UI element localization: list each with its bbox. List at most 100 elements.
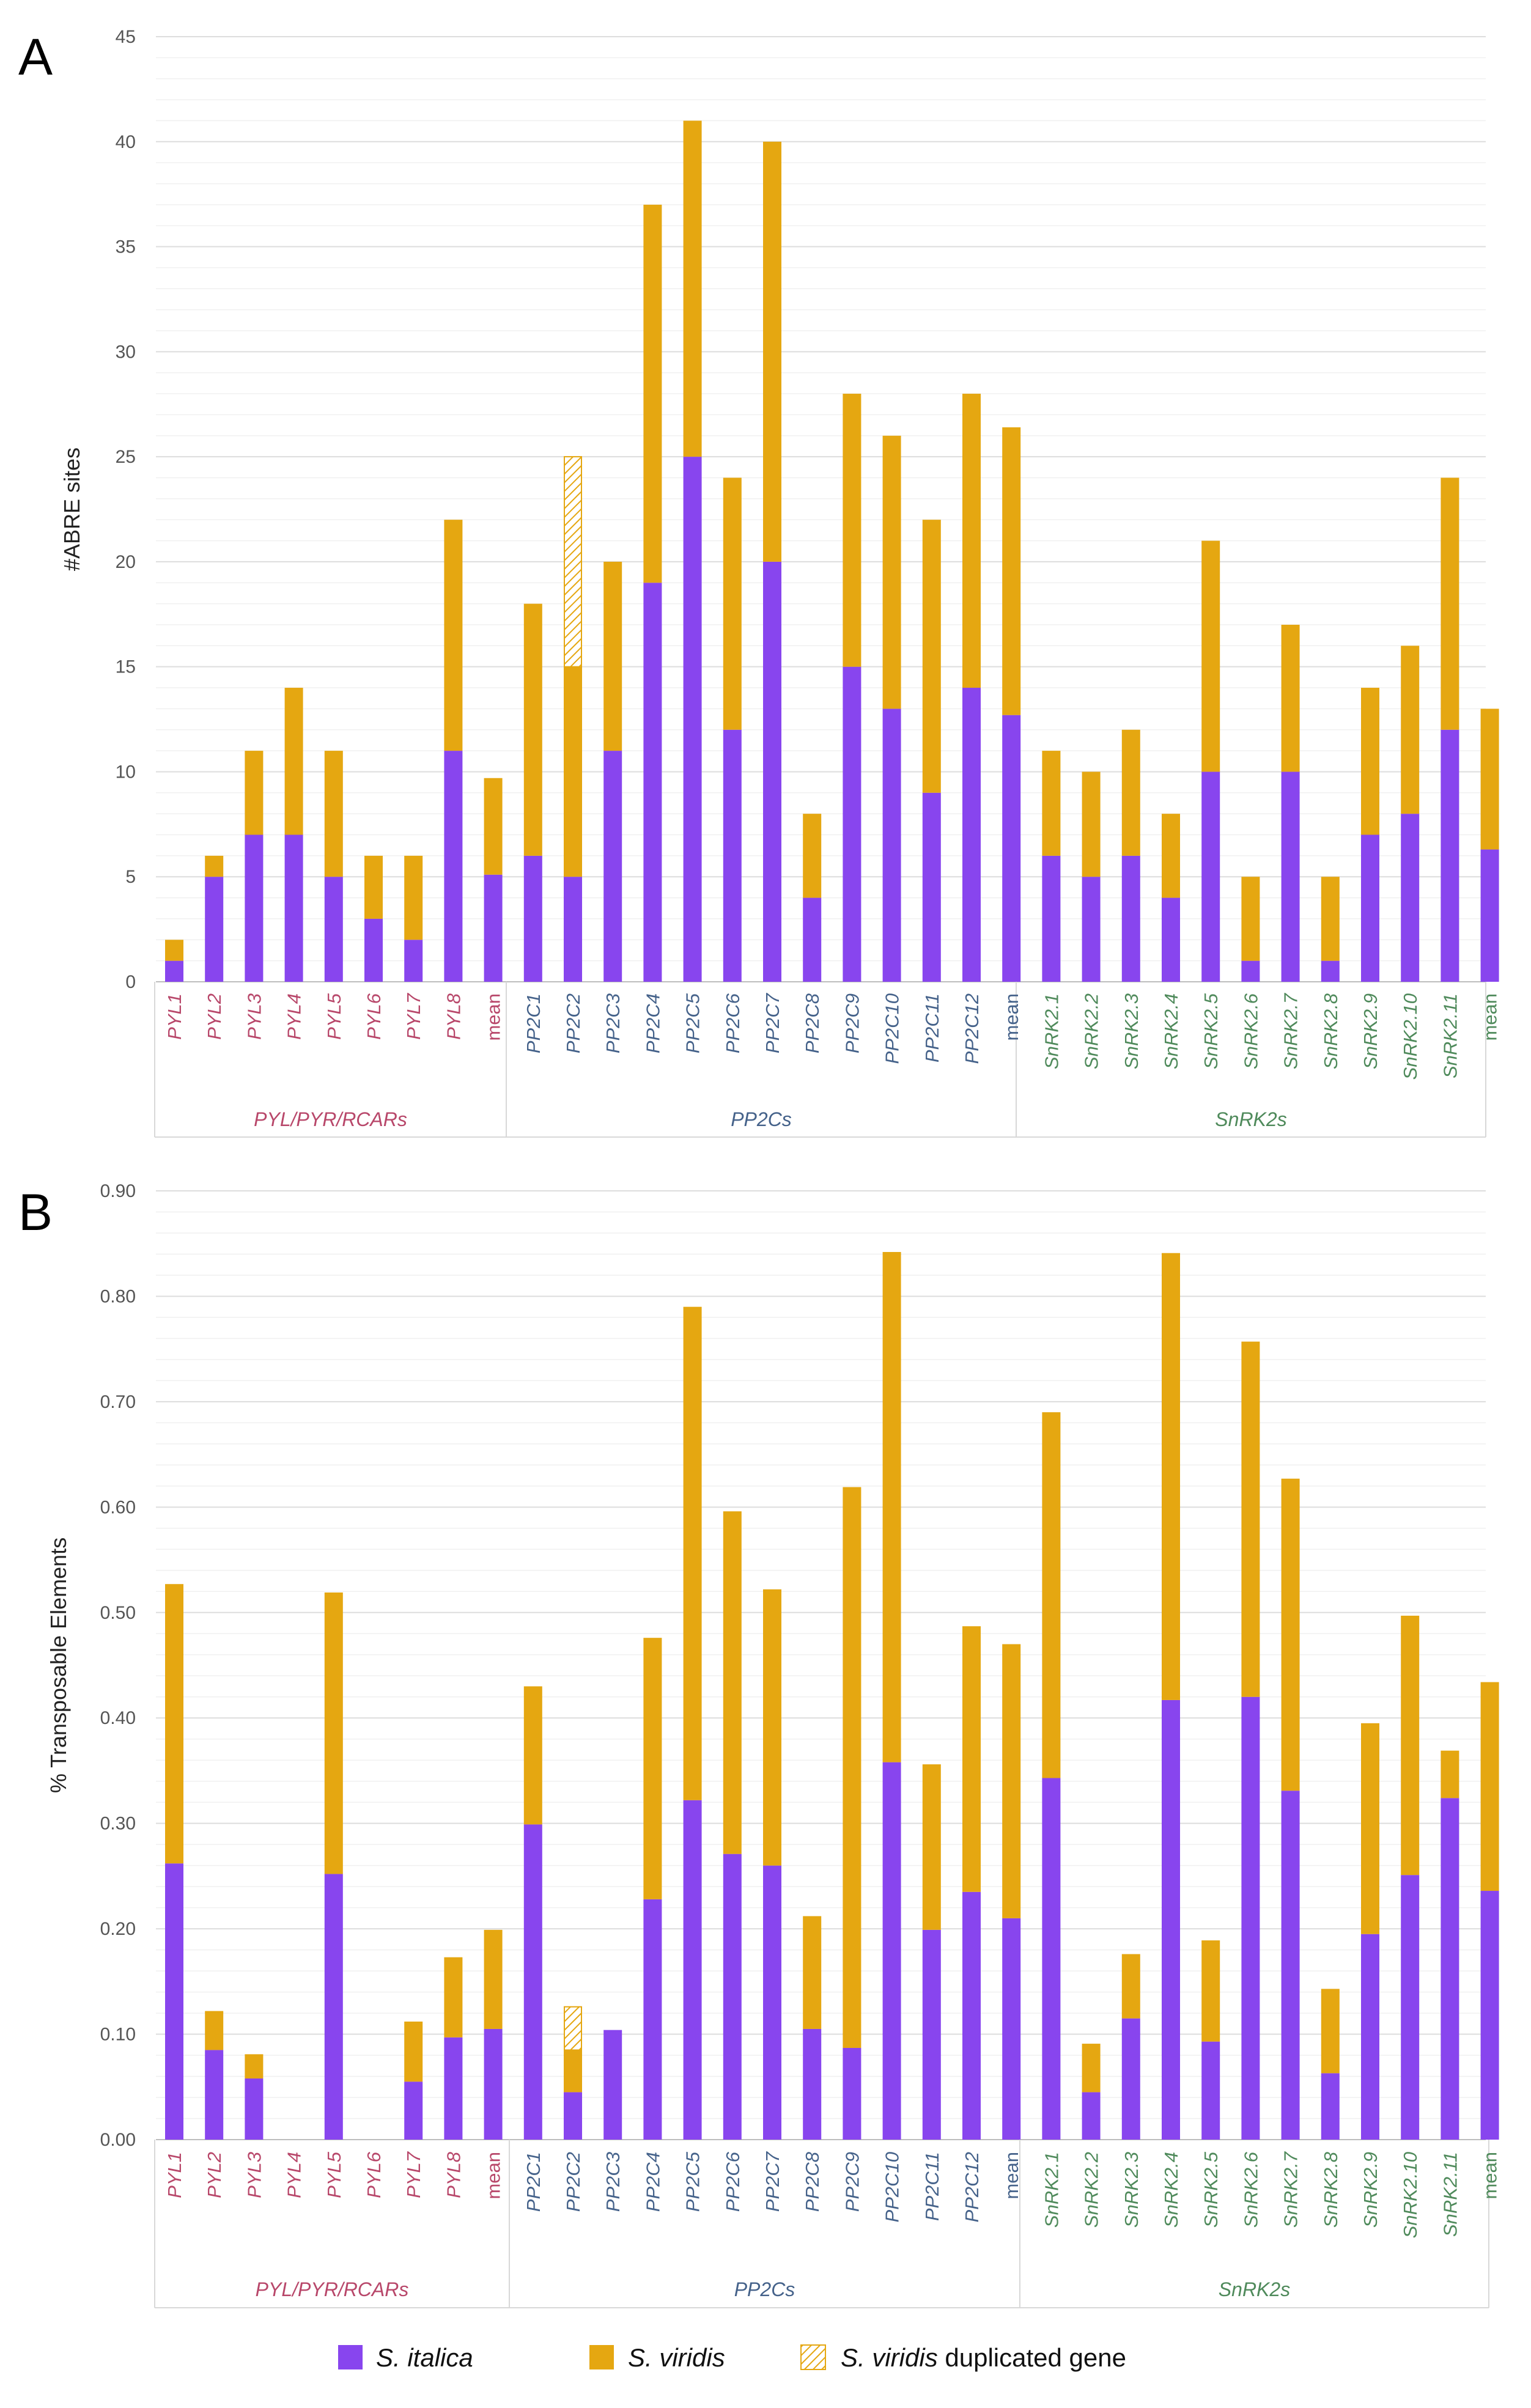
panel-a-bar-s-viridis-pp2c-pp2c3 [603,561,622,751]
panel-a-bar-s-italica-pp2c-pp2c12 [962,688,981,982]
panel-a-bar-s-italica-pyl-pyl8 [444,751,463,982]
panel-a-bar-s-italica-pp2c-pp2c5 [683,457,702,982]
panel-a-bar-s-viridis-snrk-snrk2-11 [1441,477,1459,730]
panel-a-ytick-label: 30 [116,342,136,362]
panel-b-bar-s-italica-snrk-snrk2-10 [1401,1875,1420,2140]
panel-b-category-label-snrk-snrk2-5: SnRK2.5 [1200,2151,1222,2228]
panel-b-ytick-label: 0.10 [100,2025,136,2045]
panel-a-category-label-pp2c-pp2c2: PP2C2 [563,993,584,1053]
panel-b-bar-s-italica-pp2c-pp2c9 [843,2047,861,2140]
panel-a-category-label-pp2c-pp2c4: PP2C4 [642,993,663,1053]
panel-b-category-label-snrk-snrk2-9: SnRK2.9 [1360,2152,1381,2228]
panel-a-category-label-pyl-pyl2: PYL2 [204,993,225,1040]
panel-a-bar-s-viridis-pyl-pyl2 [205,855,224,877]
panel-a-category-label-pp2c-pp2c5: PP2C5 [682,993,704,1053]
panel-a-category-label-pyl-pyl5: PYL5 [323,993,345,1040]
panel-b-bar-s-italica-pyl-pyl1 [165,1863,183,2140]
panel-a-bar-s-italica-snrk-snrk2-10 [1401,814,1420,982]
panel-b-bar-s-viridis-pyl-mean [484,1929,503,2029]
panel-a-bar-s-italica-pp2c-pp2c1 [523,855,542,982]
panel-a-bar-s-italica-pyl-pyl6 [364,918,383,982]
panel-b-bar-s-viridis-pp2c-pp2c12 [962,1626,981,1892]
panel-a-bar-s-viridis-pp2c-pp2c6 [723,477,742,730]
panel-a-category-label-snrk-snrk2-9: SnRK2.9 [1360,993,1381,1069]
panel-a-category-label-snrk-snrk2-3: SnRK2.3 [1121,993,1142,1069]
panel-b-ytick-label: 0.70 [100,1392,136,1412]
panel-b-bar-s-viridis-pyl-pyl5 [324,1592,343,1874]
panel-b-bar-s-viridis-snrk-snrk2-9 [1361,1723,1379,1934]
panel-b-bar-s-viridis-pyl-pyl3 [245,2054,264,2078]
panel-a-bar-s-italica-pp2c-pp2c8 [803,897,822,982]
panel-b-bar-s-italica-pp2c-pp2c12 [962,1891,981,2140]
panel-b-bar-s-viridis-pyl-pyl1 [165,1584,183,1864]
panel-b-category-label-pp2c-pp2c8: PP2C8 [802,2151,823,2212]
panel-a-bar-s-italica-pp2c-pp2c6 [723,729,742,982]
panel-b-bar-s-viridis-pp2c-pp2c5 [683,1306,702,1800]
panel-a-ytick-label: 20 [116,552,136,572]
legend: S. italica S. viridis S. viridis duplica… [338,2343,1126,2372]
panel-b-bar-s-italica-pyl-pyl3 [245,2078,264,2140]
panel-a-bar-s-italica-pp2c-pp2c2 [564,877,582,982]
panel-b-bar-s-italica-snrk-snrk2-3 [1121,2018,1140,2140]
panel-a-bar-s-viridis-pyl-pyl4 [284,688,303,835]
panel-a-bar-s-viridis-snrk-snrk2-6 [1241,877,1260,961]
panel-a-category-label-snrk-snrk2-4: SnRK2.4 [1160,993,1182,1069]
panel-a-bar-s-italica-pp2c-mean [1002,715,1021,982]
panel-a-bar-s-italica-pp2c-pp2c11 [922,792,941,982]
panel-a-category-label-snrk-mean: mean [1480,993,1501,1041]
legend-label-s-viridis: S. viridis [628,2343,725,2372]
panel-b-category-label-snrk-snrk2-11: SnRK2.11 [1439,2152,1461,2237]
panel-a-category-label-pyl-pyl4: PYL4 [284,993,305,1040]
panel-b-category-label-pp2c-pp2c11: PP2C11 [921,2152,943,2221]
panel-b-group-label-snrk: SnRK2s [1219,2278,1290,2300]
panel-b-category-label-pyl-pyl7: PYL7 [403,2151,424,2198]
panel-a-bar-s-viridis-snrk-snrk2-9 [1361,688,1379,835]
panel-a-bar-s-italica-pyl-pyl5 [324,877,343,982]
panel-b-bar-s-viridis-pp2c-pp2c7 [763,1589,781,1866]
panel-a-bar-s-italica-pp2c-pp2c4 [643,583,662,982]
panel-b-category-label-pp2c-pp2c5: PP2C5 [682,2151,704,2212]
panel-a-bar-s-italica-snrk-snrk2-1 [1042,855,1061,982]
panel-b-bar-s-viridis-pp2c-mean [1002,1644,1021,1918]
panel-a-bar-s-viridis-snrk-snrk2-1 [1042,751,1061,856]
legend-label-duplicated: S. viridis duplicated gene [841,2343,1126,2372]
panel-b-category-label-pp2c-pp2c10: PP2C10 [882,2152,903,2222]
panel-b-category-label-snrk-snrk2-4: SnRK2.4 [1160,2152,1182,2228]
panel-a-bar-s-italica-pp2c-pp2c9 [843,666,861,982]
panel-b-bar-s-italica-pp2c-pp2c3 [603,2030,622,2140]
panel-a-bar-s-italica-pp2c-pp2c10 [882,709,901,982]
panel-b-ytick-label: 0.40 [100,1708,136,1728]
panel-a-bar-s-viridis-snrk-snrk2-5 [1201,540,1220,772]
panel-b-bar-s-italica-snrk-snrk2-7 [1281,1791,1300,2140]
panel-b-bar-s-italica-pyl-pyl2 [205,2050,224,2140]
panel-a-bar-s-viridis-snrk-snrk2-2 [1082,771,1101,877]
panel-a-category-label-pp2c-mean: mean [1001,993,1022,1041]
panel-b-category-label-snrk-snrk2-10: SnRK2.10 [1400,2152,1421,2238]
panel-b-bar-s-viridis-pp2c-pp2c10 [882,1252,901,1762]
panel-b-bar-s-viridis-pp2c-pp2c9 [843,1487,861,2048]
panel-a-group-label-snrk: SnRK2s [1215,1108,1286,1130]
panel-a-bar-s-viridis-pp2c-pp2c2 [564,666,582,877]
panel-a-category-label-pp2c-pp2c9: PP2C9 [841,993,863,1053]
panel-b-category-label-pp2c-mean: mean [1001,2152,1022,2200]
panel-a-category-label-snrk-snrk2-10: SnRK2.10 [1400,993,1421,1080]
panel-b-category-label-pyl-mean: mean [483,2152,504,2200]
panel-b-letter: B [18,1184,53,1241]
panel-a-category-label-snrk-snrk2-5: SnRK2.5 [1200,993,1222,1069]
panel-b-ytick-label: 0.90 [100,1181,136,1201]
panel-b-bar-s-italica-pyl-mean [484,2028,503,2140]
panel-a-category-label-pp2c-pp2c7: PP2C7 [762,992,783,1053]
panel-b-bar-s-italica-pyl-pyl8 [444,2037,463,2140]
panel-a-bar-s-italica-snrk-snrk2-3 [1121,855,1140,982]
panel-a-ytick-label: 25 [116,447,136,467]
panel-b-category-label-pp2c-pp2c2: PP2C2 [563,2152,584,2212]
panel-a-bar-s-viridis-pyl-pyl3 [245,751,264,835]
panel-b-bar-s-italica-snrk-snrk2-6 [1241,1696,1260,2140]
panel-b-bar-s-viridis-snrk-snrk2-5 [1201,1940,1220,2042]
panel-b-bar-s-viridis-pyl-pyl7 [404,2021,423,2082]
panel-b-bar-s-italica-pp2c-pp2c11 [922,1929,941,2140]
panel-a-category-label-pp2c-pp2c8: PP2C8 [802,993,823,1053]
panel-a-category-label-snrk-snrk2-7: SnRK2.7 [1280,992,1302,1069]
panel-b-category-label-pp2c-pp2c3: PP2C3 [602,2152,624,2212]
panel-a-bar-s-italica-snrk-snrk2-9 [1361,834,1379,982]
